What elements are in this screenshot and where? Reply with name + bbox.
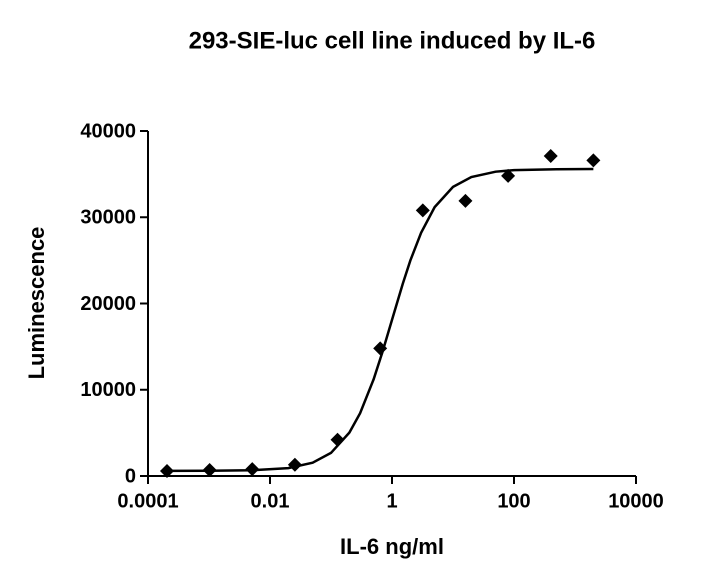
y-tick-label: 0 bbox=[125, 465, 136, 487]
y-axis-label: Luminescence bbox=[24, 227, 49, 380]
y-tick-label: 20000 bbox=[80, 293, 136, 315]
y-tick-label: 10000 bbox=[80, 379, 136, 401]
x-tick-label: 0.0001 bbox=[117, 490, 178, 512]
data-point bbox=[415, 203, 430, 218]
x-axis-label: IL-6 ng/ml bbox=[340, 534, 444, 559]
fit-curve bbox=[166, 167, 594, 473]
chart-title: 293-SIE-luc cell line induced by IL-6 bbox=[189, 27, 596, 54]
y-tick-label: 30000 bbox=[80, 207, 136, 229]
x-tick-label: 1 bbox=[386, 490, 397, 512]
x-tick-label: 100 bbox=[497, 490, 530, 512]
data-point bbox=[458, 193, 473, 208]
data-point bbox=[501, 168, 516, 183]
x-tick-label: 0.01 bbox=[251, 490, 290, 512]
y-tick-label: 40000 bbox=[80, 120, 136, 142]
x-tick-label: 10000 bbox=[608, 490, 664, 512]
data-point bbox=[586, 153, 601, 168]
data-point bbox=[543, 149, 558, 164]
